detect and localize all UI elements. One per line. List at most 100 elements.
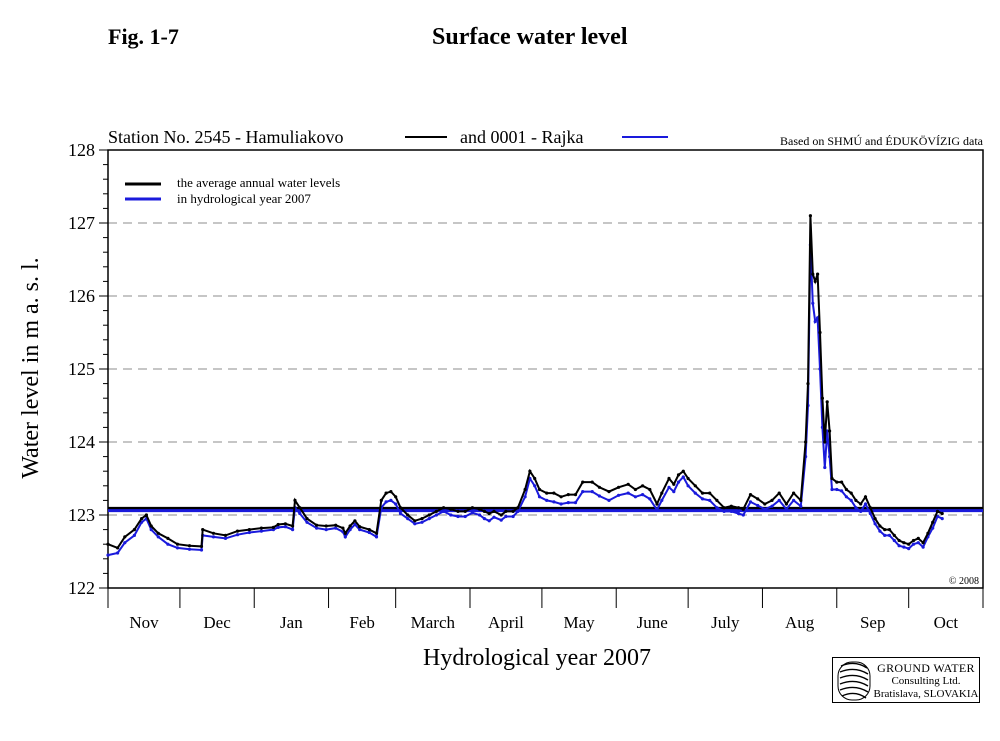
data-point: [478, 507, 482, 511]
data-point: [559, 502, 563, 506]
data-point: [808, 214, 813, 218]
data-point: [140, 517, 144, 521]
data-point: [187, 544, 192, 548]
data-point: [487, 519, 491, 523]
data-point: [811, 301, 815, 305]
data-point: [818, 330, 822, 335]
data-point: [166, 536, 170, 541]
data-point: [897, 544, 901, 548]
data-point: [434, 513, 438, 517]
data-point: [537, 495, 542, 499]
x-month-label: April: [488, 613, 524, 632]
data-point: [573, 493, 578, 497]
data-point: [667, 485, 671, 489]
data-point: [283, 525, 287, 529]
data-point: [406, 513, 410, 517]
logo-line1: GROUND WATER: [877, 661, 975, 675]
data-point: [828, 429, 832, 433]
data-point: [470, 511, 474, 515]
data-point: [487, 511, 491, 516]
company-logo: GROUND WATER Consulting Ltd. Bratislava,…: [832, 657, 980, 703]
data-point: [911, 542, 916, 546]
data-point: [770, 498, 774, 502]
data-point: [722, 509, 726, 513]
data-point: [849, 498, 853, 502]
data-point: [626, 482, 630, 486]
data-point: [892, 538, 896, 543]
data-point: [931, 520, 935, 524]
data-point: [545, 498, 549, 502]
data-point: [581, 480, 585, 484]
data-point: [590, 490, 594, 494]
data-point: [883, 528, 887, 532]
data-point: [921, 545, 925, 549]
data-point: [784, 507, 789, 511]
data-point: [878, 529, 882, 533]
data-point: [693, 484, 697, 488]
data-point: [482, 517, 486, 521]
data-point: [897, 538, 901, 543]
data-point: [935, 514, 940, 519]
data-point: [211, 531, 216, 535]
data-point: [573, 501, 578, 505]
data-point: [315, 523, 319, 527]
data-point: [736, 511, 741, 516]
data-point: [552, 500, 556, 504]
data-point: [686, 476, 690, 481]
data-point: [537, 487, 542, 492]
y-tick-label: 126: [68, 286, 95, 306]
y-tick-label: 123: [68, 505, 95, 525]
data-point: [681, 469, 685, 473]
data-point: [648, 487, 652, 492]
data-point: [199, 544, 204, 549]
figure-label: Fig. 1-7: [108, 24, 179, 49]
data-point: [830, 476, 834, 481]
x-month-label: Nov: [129, 613, 159, 632]
data-point: [816, 272, 820, 276]
data-point: [389, 498, 393, 502]
data-point: [463, 514, 467, 519]
data-point: [741, 507, 745, 511]
data-point: [641, 484, 645, 488]
data-point: [823, 440, 827, 444]
data-point: [516, 509, 520, 513]
data-point: [715, 498, 719, 502]
data-point: [854, 498, 858, 502]
gridlines: [108, 222, 983, 516]
data-point: [873, 522, 877, 526]
data-point: [597, 485, 602, 489]
data-point: [729, 504, 733, 508]
data-point: [358, 528, 362, 532]
legend-station-b: and 0001 - Rajka: [460, 127, 583, 147]
x-month-label: July: [711, 613, 740, 632]
data-point: [463, 509, 467, 513]
data-point: [813, 319, 817, 324]
data-point: [247, 528, 251, 532]
data-point: [149, 528, 153, 532]
data-point: [590, 480, 594, 484]
data-point: [700, 497, 705, 501]
data-point: [456, 509, 460, 513]
data-point: [777, 498, 781, 502]
data-point: [199, 548, 204, 552]
data-point: [686, 484, 690, 488]
data-point: [492, 509, 496, 513]
data-point: [123, 535, 127, 539]
data-point: [523, 495, 527, 499]
data-point: [276, 522, 280, 527]
data-point: [545, 491, 549, 495]
data-point: [660, 491, 664, 495]
data-point: [940, 517, 944, 521]
data-point: [667, 476, 671, 481]
data-point: [478, 513, 482, 517]
data-point: [887, 533, 892, 538]
data-point: [223, 533, 228, 538]
data-point: [641, 493, 645, 497]
data-point: [516, 506, 520, 510]
data-point: [434, 509, 438, 513]
data-point: [175, 546, 180, 550]
data-point: [655, 508, 659, 512]
data-point: [844, 487, 849, 492]
data-point: [271, 528, 275, 532]
